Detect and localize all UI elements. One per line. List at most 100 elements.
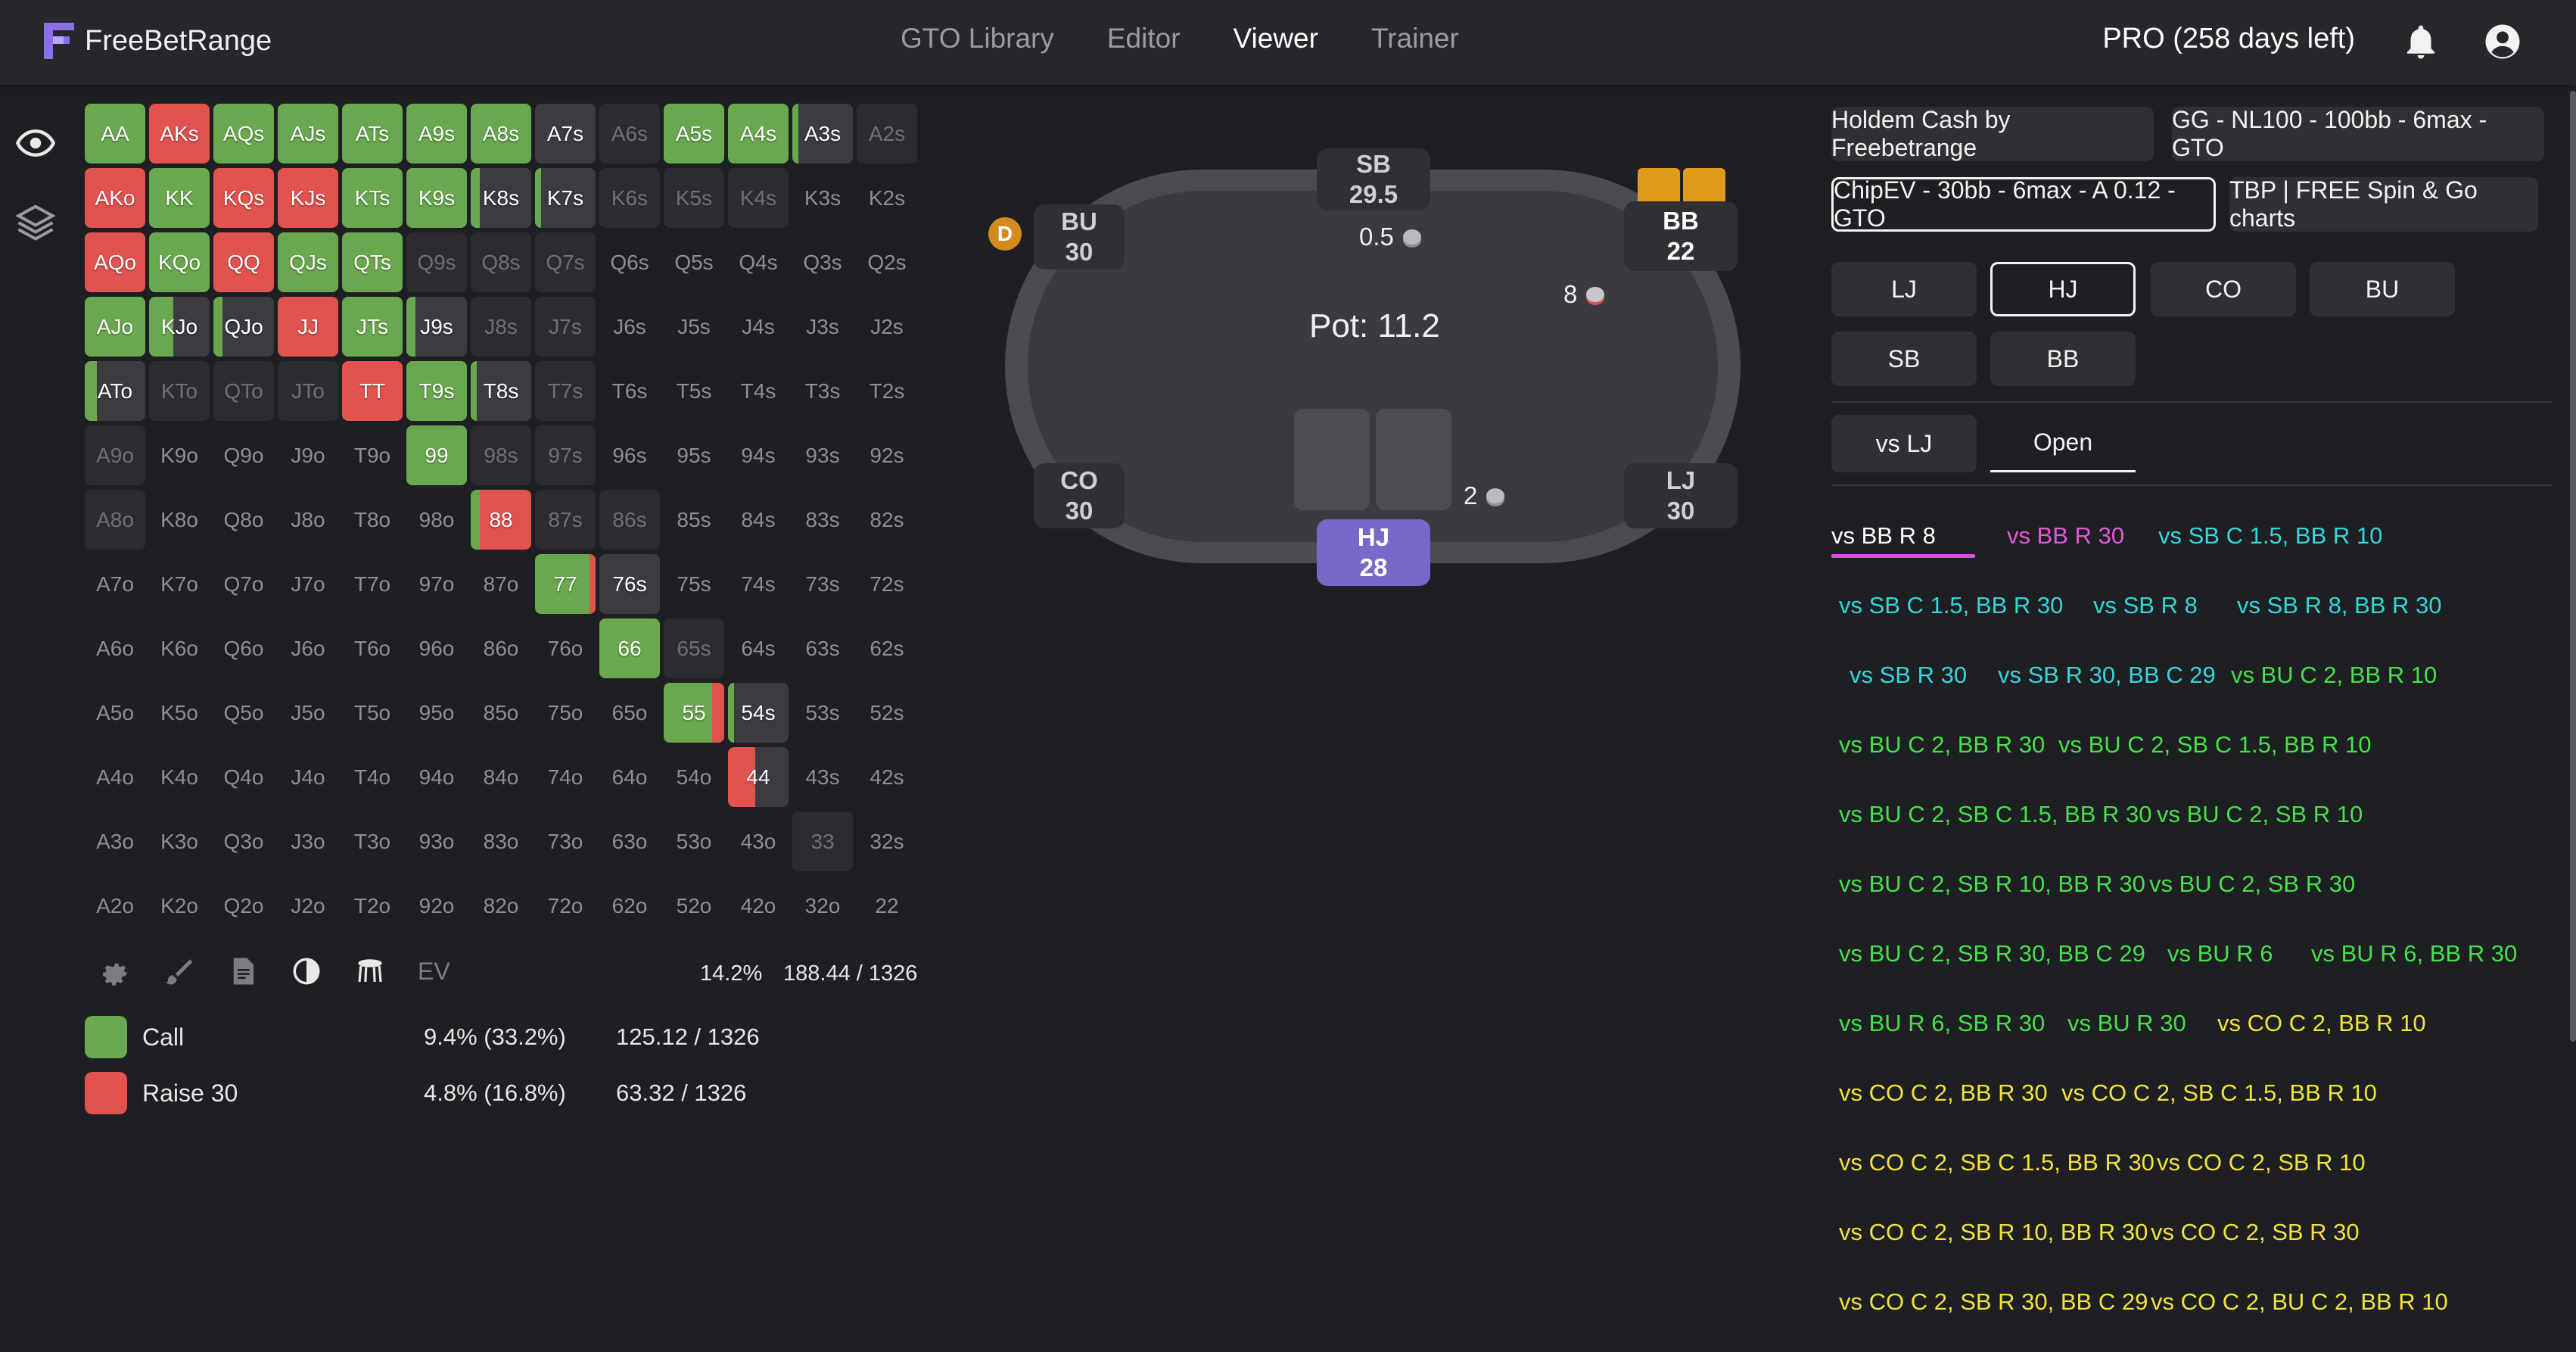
hand-cell[interactable]: AA <box>85 104 145 164</box>
hand-cell[interactable]: K6s <box>599 168 660 228</box>
hand-cell[interactable]: T2o <box>342 876 403 936</box>
hand-cell[interactable]: 85s <box>664 490 724 550</box>
hand-cell[interactable]: AKo <box>85 168 145 228</box>
hand-cell[interactable]: 87o <box>471 554 531 614</box>
eye-icon[interactable] <box>15 123 56 164</box>
hand-cell[interactable]: 97o <box>406 554 467 614</box>
hand-cell[interactable]: 73s <box>792 554 853 614</box>
hand-cell[interactable]: 44 <box>728 747 789 807</box>
hand-cell[interactable]: 94s <box>728 425 789 485</box>
legend-call[interactable]: Call 9.4% (33.2%) 125.12 / 1326 <box>85 1014 760 1060</box>
action-link[interactable]: vs SB C 1.5, BB R 30 <box>1839 592 2064 618</box>
hand-cell[interactable]: Q9s <box>406 232 467 292</box>
hand-cell[interactable]: ATo <box>85 361 145 421</box>
hand-cell[interactable]: J5s <box>664 297 724 357</box>
nav-trainer[interactable]: Trainer <box>1370 23 1459 54</box>
bell-icon[interactable] <box>2400 21 2441 62</box>
hand-cell[interactable]: T7o <box>342 554 403 614</box>
hand-cell[interactable]: 32o <box>792 876 853 936</box>
hand-cell[interactable]: 62s <box>857 618 917 678</box>
action-link[interactable]: vs BB R 8 <box>1831 522 1936 549</box>
hand-cell[interactable]: A6s <box>599 104 660 164</box>
hand-cell[interactable]: QTo <box>213 361 274 421</box>
seat-co[interactable]: CO 30 <box>1034 463 1125 528</box>
hand-cell[interactable]: 42s <box>857 747 917 807</box>
hand-cell[interactable]: J9o <box>278 425 338 485</box>
hand-cell[interactable]: Q6o <box>213 618 274 678</box>
hand-cell[interactable]: 84s <box>728 490 789 550</box>
app-logo[interactable]: FreeBetRange <box>41 20 272 62</box>
hand-cell[interactable]: T9o <box>342 425 403 485</box>
hand-cell[interactable]: K7s <box>535 168 596 228</box>
hand-cell[interactable]: J7o <box>278 554 338 614</box>
action-link[interactable]: vs CO C 2, BB R 30 <box>1839 1079 2048 1106</box>
hand-cell[interactable]: A3s <box>792 104 853 164</box>
hand-cell[interactable]: A8o <box>85 490 145 550</box>
hand-cell[interactable]: AKs <box>149 104 210 164</box>
hand-cell[interactable]: 74o <box>535 747 596 807</box>
hand-cell[interactable]: 96o <box>406 618 467 678</box>
position-lj[interactable]: LJ <box>1831 262 1977 316</box>
hand-cell[interactable]: 76o <box>535 618 596 678</box>
hand-cell[interactable]: J6s <box>599 297 660 357</box>
hand-cell[interactable]: J4s <box>728 297 789 357</box>
hand-cell[interactable]: 63s <box>792 618 853 678</box>
hand-cell[interactable]: K8s <box>471 168 531 228</box>
hand-cell[interactable]: 64o <box>599 747 660 807</box>
hand-cell[interactable]: 72o <box>535 876 596 936</box>
hand-cell[interactable]: 65o <box>599 683 660 743</box>
nav-viewer[interactable]: Viewer <box>1233 23 1318 54</box>
hand-cell[interactable]: KTs <box>342 168 403 228</box>
hand-cell[interactable]: KQs <box>213 168 274 228</box>
hand-cell[interactable]: 55 <box>664 683 724 743</box>
hand-cell[interactable]: J4o <box>278 747 338 807</box>
account-circle-icon[interactable] <box>2482 21 2523 62</box>
hand-cell[interactable]: A9o <box>85 425 145 485</box>
hand-cell[interactable]: T4s <box>728 361 789 421</box>
hand-cell[interactable]: 52s <box>857 683 917 743</box>
action-link[interactable]: vs BU C 2, SB C 1.5, BB R 10 <box>2058 731 2372 758</box>
action-link[interactable]: vs CO C 2, SB R 10, BB R 30 <box>1839 1219 2148 1245</box>
hand-cell[interactable]: 54s <box>728 683 789 743</box>
hand-cell[interactable]: Q4o <box>213 747 274 807</box>
hand-cell[interactable]: JTs <box>342 297 403 357</box>
hand-cell[interactable]: J7s <box>535 297 596 357</box>
situation-open[interactable]: Open <box>1990 415 2136 472</box>
position-co[interactable]: CO <box>2151 262 2296 316</box>
hand-cell[interactable]: J9s <box>406 297 467 357</box>
hand-cell[interactable]: A8s <box>471 104 531 164</box>
hand-cell[interactable]: 52o <box>664 876 724 936</box>
hand-cell[interactable]: T7s <box>535 361 596 421</box>
hand-cell[interactable]: QTs <box>342 232 403 292</box>
legend-raise[interactable]: Raise 30 4.8% (16.8%) 63.32 / 1326 <box>85 1070 746 1116</box>
hand-cell[interactable]: K4s <box>728 168 789 228</box>
hand-cell[interactable]: 95o <box>406 683 467 743</box>
seat-bb[interactable]: BB 22 <box>1624 201 1738 271</box>
contrast-icon[interactable] <box>291 955 322 987</box>
seat-lj[interactable]: LJ 30 <box>1624 463 1738 528</box>
hand-cell[interactable]: 92s <box>857 425 917 485</box>
action-link[interactable]: vs SB R 8, BB R 30 <box>2237 592 2442 618</box>
position-hj[interactable]: HJ <box>1990 262 2136 316</box>
hand-cell[interactable]: 93s <box>792 425 853 485</box>
hand-cell[interactable]: T8o <box>342 490 403 550</box>
position-sb[interactable]: SB <box>1831 332 1977 386</box>
hand-cell[interactable]: 82s <box>857 490 917 550</box>
action-link[interactable]: vs CO C 2, BU C 2, BB R 10 <box>2151 1288 2448 1315</box>
hand-cell[interactable]: K8o <box>149 490 210 550</box>
action-link[interactable]: vs BU R 6 <box>2167 940 2273 967</box>
hand-cell[interactable]: Q4s <box>728 232 789 292</box>
chart-chipev-30bb[interactable]: ChipEV - 30bb - 6max - A 0.12 - GTO <box>1831 176 2216 232</box>
hand-cell[interactable]: T4o <box>342 747 403 807</box>
position-bu[interactable]: BU <box>2310 262 2455 316</box>
action-link[interactable]: vs BU C 2, BB R 30 <box>1839 731 2046 758</box>
action-link[interactable]: vs SB R 8 <box>2093 592 2198 618</box>
hand-cell[interactable]: Q3s <box>792 232 853 292</box>
hand-cell[interactable]: 53o <box>664 812 724 871</box>
hand-cell[interactable]: 33 <box>792 812 853 871</box>
hand-cell[interactable]: AJs <box>278 104 338 164</box>
hand-cell[interactable]: T9s <box>406 361 467 421</box>
hand-cell[interactable]: 99 <box>406 425 467 485</box>
document-icon[interactable] <box>227 955 259 987</box>
hand-cell[interactable]: K7o <box>149 554 210 614</box>
